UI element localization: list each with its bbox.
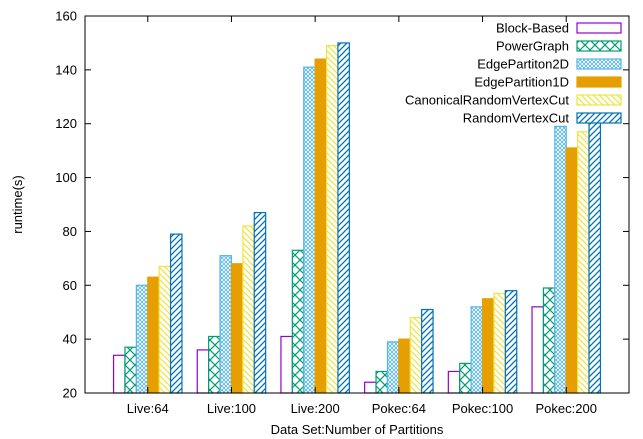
legend-label-block-based: Block-Based bbox=[496, 21, 569, 36]
bar-block-based-live-64 bbox=[112, 354, 126, 394]
x-tick-label: Live:200 bbox=[291, 401, 340, 416]
bar-edgepartiton2d-live-64 bbox=[135, 284, 149, 394]
bar-powergraph-live-200 bbox=[291, 249, 305, 394]
bar-canonicalrandomvertexcut-live-100 bbox=[242, 225, 255, 394]
y-tick-label: 120 bbox=[55, 116, 77, 131]
bar-block-based-live-100 bbox=[196, 349, 210, 394]
bar-randomvertexcut-pokec-200 bbox=[588, 120, 602, 394]
bar-powergraph-live-100 bbox=[208, 335, 221, 394]
bar-edgepartition1d-live-64 bbox=[147, 276, 160, 394]
legend-label-randomvertexcut: RandomVertexCut bbox=[463, 111, 570, 126]
bar-edgepartiton2d-pokec-100 bbox=[470, 306, 484, 394]
bar-canonicalrandomvertexcut-pokec-100 bbox=[493, 292, 506, 394]
bar-edgepartiton2d-live-100 bbox=[219, 255, 233, 394]
x-tick-label: Live:100 bbox=[207, 401, 256, 416]
y-axis: 20 40 60 80 100 120 140 160 bbox=[55, 9, 629, 401]
legend-swatch-edgepartition1d bbox=[576, 76, 622, 88]
bar-randomvertexcut-live-200 bbox=[337, 42, 350, 394]
legend-swatch-randomvertexcut bbox=[576, 112, 622, 124]
bar-edgepartition1d-pokec-64 bbox=[398, 338, 411, 394]
bar-randomvertexcut-pokec-64 bbox=[421, 308, 434, 394]
bar-block-based-live-200 bbox=[280, 335, 293, 394]
plot-frame bbox=[84, 15, 630, 394]
bar-block-based-pokec-200 bbox=[531, 306, 545, 394]
bar-block-based-pokec-64 bbox=[364, 381, 377, 394]
x-axis: Live:64 Live:100 Live:200 Pokec:64 Pokec:100… bbox=[127, 16, 597, 416]
bar-powergraph-live-64 bbox=[124, 346, 137, 394]
legend: Block-Based PowerGraph EdgePartiton2D EdgeP… bbox=[405, 21, 622, 126]
x-tick-label: Pokec:64 bbox=[372, 401, 426, 416]
bar-edgepartiton2d-pokec-200 bbox=[554, 125, 567, 394]
legend-swatch-canonicalrandomvertexcut bbox=[576, 94, 622, 106]
x-tick-label: Live:64 bbox=[127, 401, 169, 416]
bar-powergraph-pokec-64 bbox=[375, 370, 389, 394]
bar-powergraph-pokec-100 bbox=[459, 362, 472, 394]
bar-edgepartition1d-pokec-100 bbox=[481, 298, 495, 394]
x-tick-label: Pokec:200 bbox=[536, 401, 597, 416]
legend-label-edgepartition1d: EdgePartition1D bbox=[474, 75, 569, 90]
y-tick-label: 40 bbox=[63, 332, 77, 347]
y-tick-label: 140 bbox=[55, 62, 77, 77]
legend-swatch-edgepartiton2d bbox=[576, 58, 622, 70]
bar-edgepartition1d-pokec-200 bbox=[565, 147, 579, 394]
bar-edgepartiton2d-pokec-64 bbox=[386, 341, 400, 394]
bar-canonicalrandomvertexcut-live-200 bbox=[325, 45, 339, 394]
bar-edgepartition1d-live-100 bbox=[230, 263, 244, 394]
bar-canonicalrandomvertexcut-live-64 bbox=[158, 265, 172, 394]
bar-randomvertexcut-pokec-100 bbox=[504, 290, 518, 394]
bar-randomvertexcut-live-64 bbox=[169, 233, 183, 394]
y-axis-label: runtime(s) bbox=[10, 175, 25, 234]
y-tick-label: 80 bbox=[63, 224, 77, 239]
y-tick-label: 160 bbox=[55, 9, 77, 24]
y-tick-label: 100 bbox=[55, 170, 77, 185]
legend-label-powergraph: PowerGraph bbox=[496, 39, 569, 54]
bar-canonicalrandomvertexcut-pokec-64 bbox=[409, 317, 423, 394]
bar-randomvertexcut-live-100 bbox=[253, 211, 267, 394]
legend-label-edgepartiton2d: EdgePartiton2D bbox=[477, 57, 569, 72]
bar-canonicalrandomvertexcut-pokec-200 bbox=[577, 131, 590, 394]
x-tick-label: Pokec:100 bbox=[452, 401, 513, 416]
bar-powergraph-pokec-200 bbox=[542, 287, 556, 394]
legend-label-canonicalrandomvertexcut: CanonicalRandomVertexCut bbox=[405, 93, 569, 108]
y-tick-label: 20 bbox=[63, 386, 77, 401]
legend-swatch-powergraph bbox=[576, 40, 622, 52]
bar-edgepartition1d-live-200 bbox=[314, 58, 328, 394]
x-axis-label: Data Set:Number of Partitions bbox=[271, 422, 444, 437]
bar-block-based-pokec-100 bbox=[447, 370, 461, 394]
bar-edgepartiton2d-live-200 bbox=[303, 66, 316, 394]
y-tick-label: 60 bbox=[63, 278, 77, 293]
legend-swatch-block-based bbox=[576, 22, 622, 34]
